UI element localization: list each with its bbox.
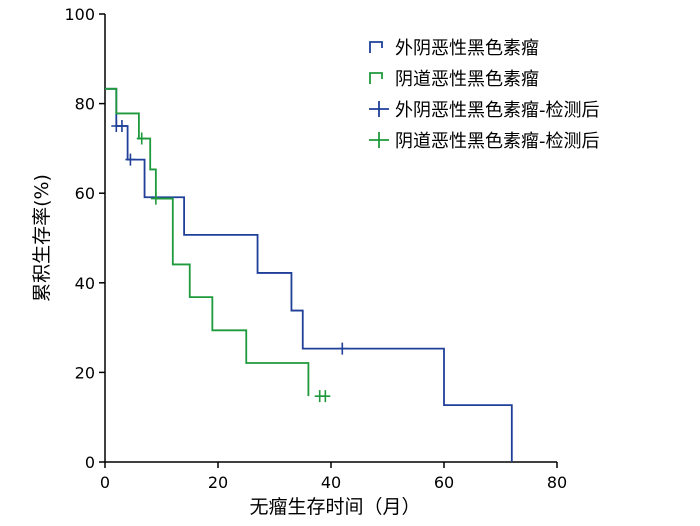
series-line-1	[105, 87, 310, 397]
y-tick-label: 20	[75, 363, 95, 382]
x-tick-label: 40	[321, 473, 341, 492]
y-axis-title: 累积生存率(%)	[31, 174, 53, 302]
plot-area	[105, 87, 513, 462]
legend-item: 阴道恶性黑色素瘤-检测后	[369, 131, 600, 152]
legend-item: 阴道恶性黑色素瘤	[369, 69, 539, 90]
x-axis-title: 无瘤生存时间（月）	[249, 496, 420, 518]
censor-mark	[150, 192, 161, 205]
legend-step-symbol	[369, 41, 383, 53]
legend-step-symbol	[369, 72, 383, 84]
legend-label: 阴道恶性黑色素瘤-检测后	[395, 131, 600, 152]
legend-label: 外阴恶性黑色素瘤-检测后	[395, 100, 600, 121]
legend-item: 外阴恶性黑色素瘤	[369, 38, 539, 59]
censor-mark	[136, 132, 147, 145]
censor-mark	[125, 153, 136, 166]
censor-mark	[320, 390, 331, 403]
legend-plus-symbol	[369, 132, 389, 148]
y-tick-label: 60	[75, 184, 95, 203]
censor-mark	[116, 120, 127, 132]
legend-label: 阴道恶性黑色素瘤	[395, 69, 539, 90]
y-tick-label: 80	[75, 95, 95, 114]
x-tick-label: 20	[208, 473, 228, 492]
x-tick-label: 60	[434, 473, 454, 492]
legend-plus-symbol	[369, 101, 389, 117]
x-tick-label: 0	[100, 473, 110, 492]
legend-item: 外阴恶性黑色素瘤-检测后	[369, 100, 600, 121]
ticks: 0 20 40 60 80 0 20 40 60 80 100	[64, 5, 567, 492]
censor-mark	[337, 342, 348, 355]
series-line-0	[105, 87, 513, 462]
y-tick-label: 100	[64, 5, 95, 24]
y-tick-label: 0	[85, 453, 95, 472]
x-tick-label: 80	[547, 473, 567, 492]
legend-label: 外阴恶性黑色素瘤	[395, 38, 539, 59]
y-tick-label: 40	[75, 274, 95, 293]
